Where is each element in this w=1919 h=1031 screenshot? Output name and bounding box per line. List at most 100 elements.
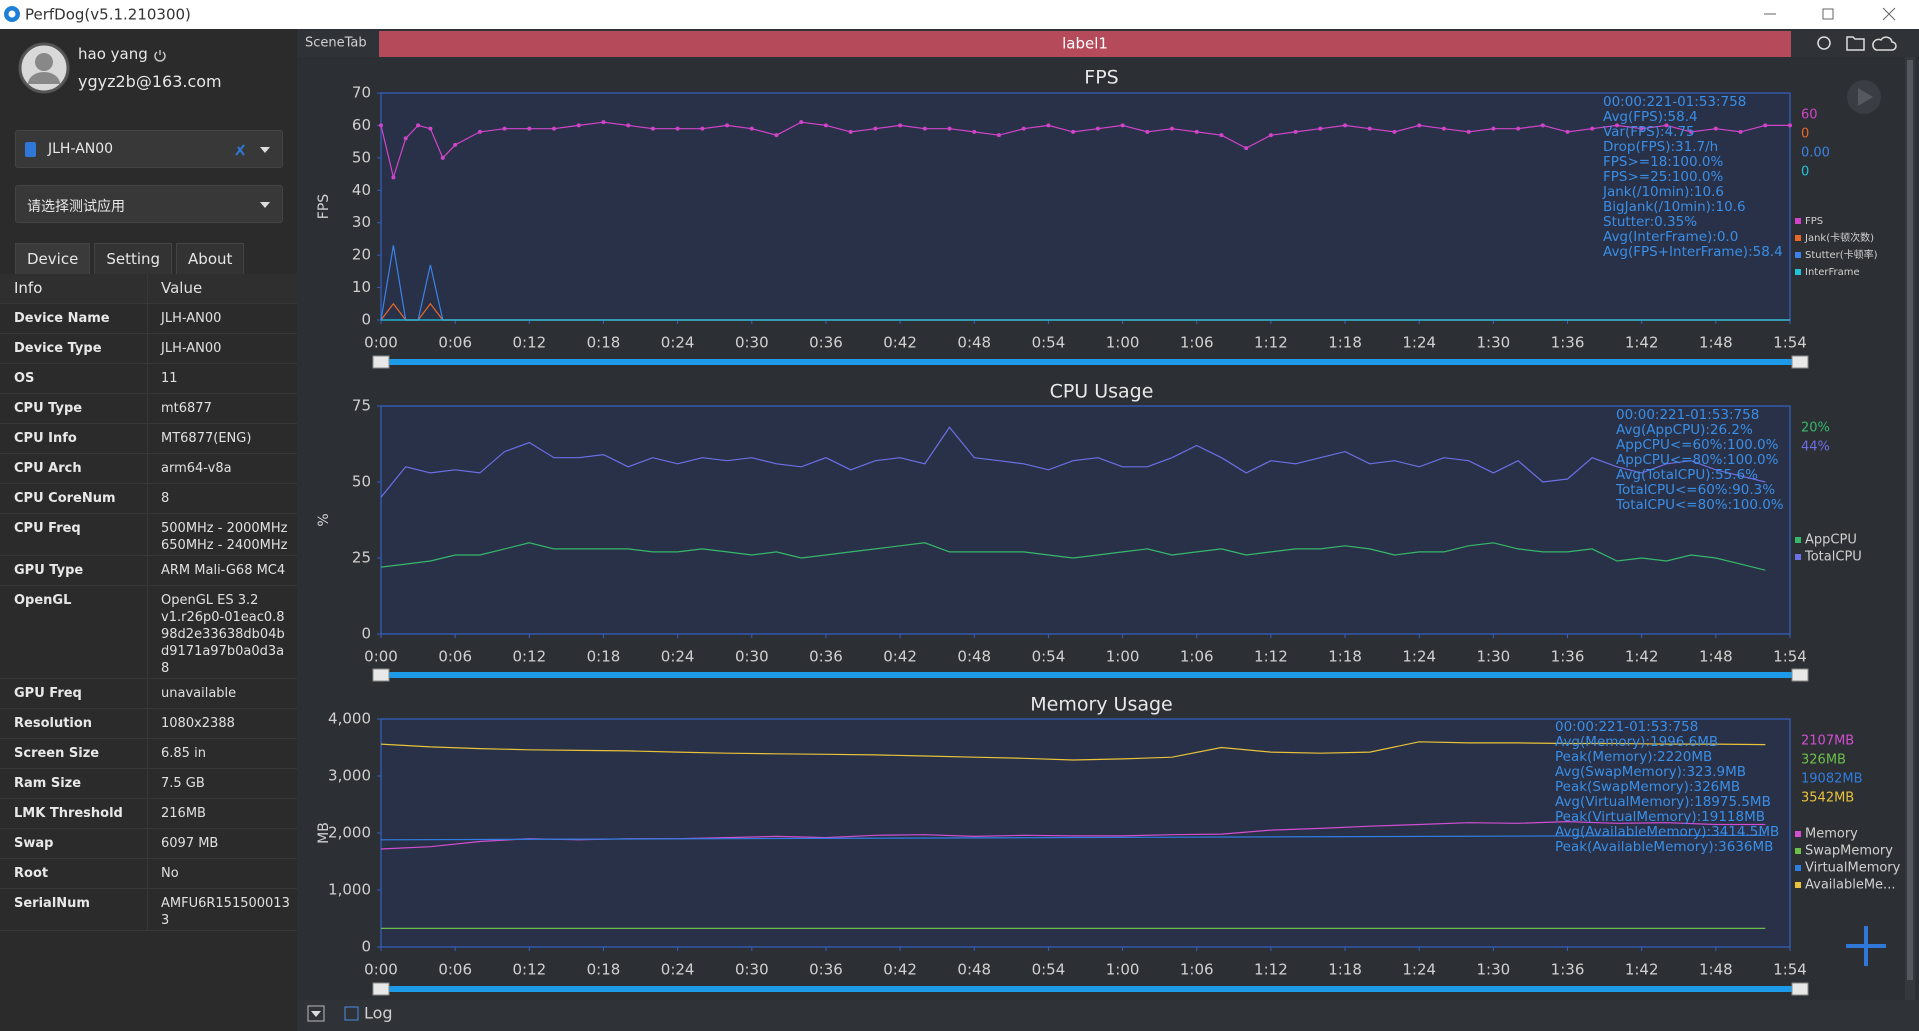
x-tick-label: 0:54 [1032,334,1066,352]
legend-swatch [1795,537,1801,543]
slider-handle[interactable] [1791,355,1809,369]
logout-glyph [154,50,166,62]
restore-button[interactable] [1822,8,1834,20]
series-line [380,542,1766,571]
data-point [1590,126,1595,131]
slider-handle[interactable] [372,668,390,682]
data-point [428,126,433,131]
slider-handle[interactable] [372,982,390,996]
time-slider[interactable] [381,986,1799,992]
info-value: OpenGL ES 3.2 v1.r26p0-01eac0.8 98d2e33638… [148,586,297,678]
stat-line: Drop(FPS):31.7/h [1603,139,1718,155]
info-value-line: AMFU6R151500013 [161,896,290,911]
x-tick-label: 0:12 [512,648,546,666]
avatar-body [28,72,60,84]
scrollbar-thumb[interactable] [1907,60,1913,980]
time-slider[interactable] [381,672,1799,678]
data-point [774,133,779,138]
user-panel: hao yang ygyz2b@163.com [0,29,297,107]
time-slider[interactable] [381,359,1799,365]
x-tick-label: 0:48 [957,961,991,979]
stat-line: Jank(/10min):10.6 [1602,184,1724,200]
legend-swatch [1795,252,1801,258]
dropdown-arrow [260,147,270,153]
collapse-button[interactable] [307,1005,325,1022]
user-name: hao yang [78,45,148,63]
logout-icon[interactable] [153,48,167,62]
stat-line: Avg(SwapMemory):323.9MB [1555,764,1746,780]
log-checkbox[interactable] [344,1006,359,1021]
x-tick-label: 1:06 [1180,961,1214,979]
legend-label: AppCPU [1805,533,1857,548]
info-value: 216MB [148,799,297,828]
legend-swatch [1795,218,1801,224]
tab[interactable]: Setting [94,243,173,274]
app-select-text: 请选择测试应用 [27,199,125,215]
stat-line: Avg(AppCPU):26.2% [1616,422,1753,438]
slider-handle[interactable] [1791,982,1809,996]
info-value-line: 216MB [161,806,206,821]
info-value-line: arm64-v8a [161,461,232,476]
close-button[interactable] [1882,7,1896,21]
device-select-text: JLH-AN00 [48,141,114,157]
data-point [416,123,421,128]
current-value: 326MB [1801,753,1846,768]
stat-line: FPS>=25:100.0% [1603,169,1723,185]
y-axis-label: % [316,513,332,526]
info-value: 500MHz - 2000MHz 650MHz - 2400MHz [148,514,297,555]
scene-tab-name: label1 [1062,35,1108,53]
info-label: CPU Info [0,424,148,453]
legend-label: Stutter(卡顿率) [1805,248,1878,261]
info-row: GPU Freq unavailable [0,679,297,709]
app-select[interactable]: 请选择测试应用 [15,185,283,223]
info-row: OS 11 [0,364,297,394]
x-tick-label: 0:48 [957,334,991,352]
location-icon[interactable] [1817,36,1831,50]
info-row: CPU Arch arm64-v8a [0,454,297,484]
stat-line: Peak(Memory):2220MB [1555,749,1712,765]
dropdown-arrow [260,202,270,208]
data-point [1170,126,1175,131]
data-point [1120,123,1125,128]
x-tick-label: 0:06 [438,334,472,352]
header-cell: Info [0,274,148,303]
add-button[interactable] [1846,926,1886,966]
slider-handle[interactable] [372,355,390,369]
info-row: Device Type JLH-AN00 [0,334,297,364]
stat-line: Stutter:0.35% [1603,214,1697,230]
tab[interactable]: About [176,243,245,274]
current-value: 0 [1801,165,1809,180]
y-tick-label: 10 [352,278,371,296]
x-tick-label: 1:06 [1180,334,1214,352]
current-value: 0 [1801,127,1809,142]
tab[interactable]: Device [15,243,91,274]
x-tick-label: 0:00 [364,648,398,666]
stat-line: TotalCPU<=80%:100.0% [1615,497,1784,513]
data-point [379,123,383,128]
info-row: CPU Type mt6877 [0,394,297,424]
data-point [1689,129,1694,134]
device-select[interactable]: JLH-AN00 [15,130,283,168]
folder-icon[interactable] [1846,36,1865,51]
series-line [380,834,1766,841]
info-value-line: 650MHz - 2400MHz [161,538,288,553]
slider-handle[interactable] [1791,668,1809,682]
current-value: 0.00 [1801,146,1830,161]
legend-label: AvailableMe... [1805,878,1895,893]
stat-line: TotalCPU<=60%:90.3% [1615,482,1775,498]
tabs: Device Setting About [15,243,245,274]
scene-tab[interactable] [379,31,1791,57]
x-tick-label: 0:00 [364,961,398,979]
link-icon [235,144,245,156]
chart-title: CPU Usage [1050,381,1154,403]
info-value: 7.5 GB [148,769,297,798]
cloud-icon[interactable] [1872,36,1897,51]
log-label: Log [364,1004,393,1023]
chart-title: FPS [1084,67,1118,89]
y-tick-label: 25 [352,549,371,567]
data-point [440,155,445,160]
stat-line: Avg(FPS):58.4 [1603,109,1698,125]
x-tick-label: 1:24 [1402,334,1436,352]
info-value-line: JLH-AN00 [161,311,222,326]
